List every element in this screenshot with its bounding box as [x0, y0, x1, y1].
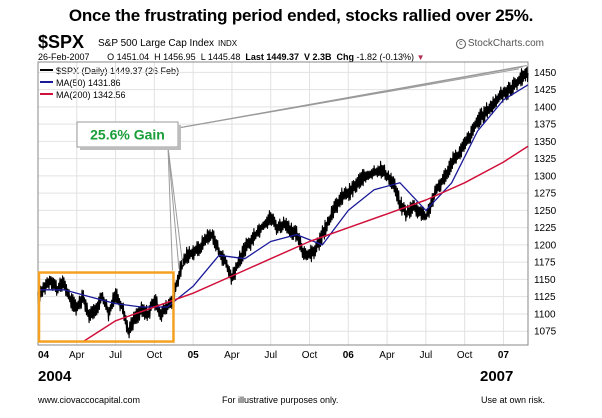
callout-line: [167, 146, 184, 266]
quote-line: 26-Feb-2007 O 1451.04 H 1456.95 L 1445.4…: [38, 52, 425, 62]
x-tick-label: Oct: [147, 350, 163, 361]
down-triangle-icon: ▼: [416, 53, 425, 62]
quote-volume: V 2.3B: [303, 52, 332, 62]
legend-ma50-label: MA(50) 1431.86: [56, 78, 121, 88]
legend-ma50: MA(50) 1431.86: [40, 77, 179, 89]
symbol: $SPX: [38, 32, 85, 52]
y-tick-label: 1275: [534, 189, 557, 200]
price-swatch: [40, 69, 53, 71]
gain-callout: 25.6% Gain: [76, 64, 527, 271]
legend-ma200: MA(200) 1342.56: [40, 89, 179, 101]
callout-label: 25.6% Gain: [90, 127, 165, 143]
headline: Once the frustrating period ended, stock…: [68, 6, 534, 25]
ma200-swatch: [40, 93, 53, 95]
brand-name: StockCharts.com: [467, 38, 544, 49]
ma200-line: [82, 145, 529, 343]
x-tick-label: Jul: [419, 350, 432, 361]
x-tick-label: 07: [498, 350, 510, 361]
quote-date: 26-Feb-2007: [38, 52, 90, 62]
y-tick-label: 1125: [534, 292, 556, 303]
y-tick-label: 1100: [534, 309, 556, 320]
y-tick-label: 1325: [534, 154, 557, 165]
x-tick-label: Jul: [264, 350, 277, 361]
y-tick-label: 1225: [534, 223, 557, 234]
brand: c StockCharts.com: [455, 38, 544, 49]
y-tick-label: 1425: [534, 85, 557, 96]
x-tick-label: Apr: [224, 350, 240, 361]
copyright-icon: c: [455, 39, 466, 49]
y-tick-label: 1450: [534, 68, 557, 79]
legend: $SPX (Daily) 1449.37 (26 Feb) MA(50) 143…: [40, 65, 179, 101]
y-tick-label: 1400: [534, 102, 557, 113]
x-tick-label: 04: [38, 350, 50, 361]
index-name: S&P 500 Large Cap Index: [98, 38, 215, 49]
ma50-swatch: [40, 81, 53, 83]
x-tick-label: Oct: [457, 350, 473, 361]
footer-disclaimer: For illustrative purposes only.: [222, 395, 339, 405]
exchange: INDX: [218, 39, 238, 48]
y-axis: 1075 1100 1125 1150 1175 1200 1225 1250 1275 1300…: [534, 68, 557, 338]
x-tick-label: Apr: [379, 350, 395, 361]
footer-site: www.ciovaccocapital.com: [38, 395, 141, 405]
callout-line: [177, 64, 527, 129]
y-tick-label: 1175: [534, 258, 556, 269]
y-tick-label: 1300: [534, 171, 557, 182]
quote-last: Last 1449.37: [245, 52, 299, 62]
y-tick-label: 1350: [534, 137, 557, 148]
callout-shadow: [80, 147, 181, 150]
footer-risk: Use at own risk.: [481, 395, 546, 405]
highlight-box: [37, 271, 175, 343]
y-tick-label: 1250: [534, 206, 557, 217]
year-end-label: 2007: [480, 368, 514, 385]
symbol-name: S&P 500 Large Cap Index INDX: [98, 38, 237, 49]
ma50-line: [38, 84, 529, 308]
x-tick-label: Oct: [302, 350, 318, 361]
y-tick-label: 1150: [534, 275, 556, 286]
legend-ma200-label: MA(200) 1342.56: [56, 90, 126, 100]
series-group: [37, 66, 529, 343]
x-tick-label: Apr: [69, 350, 85, 361]
y-tick-label: 1375: [534, 120, 557, 131]
quote-low: L 1445.48: [200, 52, 241, 62]
plot-frame: [37, 61, 529, 346]
callout-line: [167, 146, 173, 271]
price-line: [37, 66, 529, 339]
x-tick-label: 05: [188, 350, 200, 361]
callout-shadow: [178, 125, 181, 150]
y-tick-label: 1075: [534, 327, 557, 338]
quote-open: O 1451.04: [107, 52, 150, 62]
callout-box: [76, 121, 179, 148]
quote-change-label: Chg: [336, 52, 355, 62]
legend-price-label: $SPX (Daily) 1449.37 (26 Feb): [56, 66, 180, 76]
quote-change: -1.82 (-0.13%): [356, 52, 415, 62]
x-axis: 04 Apr Jul Oct 05 Apr Jul Oct 06 Apr Jul Oct 07: [38, 350, 509, 361]
callout-line: [167, 146, 180, 269]
x-tick-label: Jul: [109, 350, 122, 361]
legend-price: $SPX (Daily) 1449.37 (26 Feb): [40, 65, 179, 77]
y-tick-label: 1200: [534, 240, 557, 251]
year-start-label: 2004: [38, 368, 72, 385]
quote-high: H 1456.95: [154, 52, 196, 62]
x-tick-label: 06: [343, 350, 355, 361]
